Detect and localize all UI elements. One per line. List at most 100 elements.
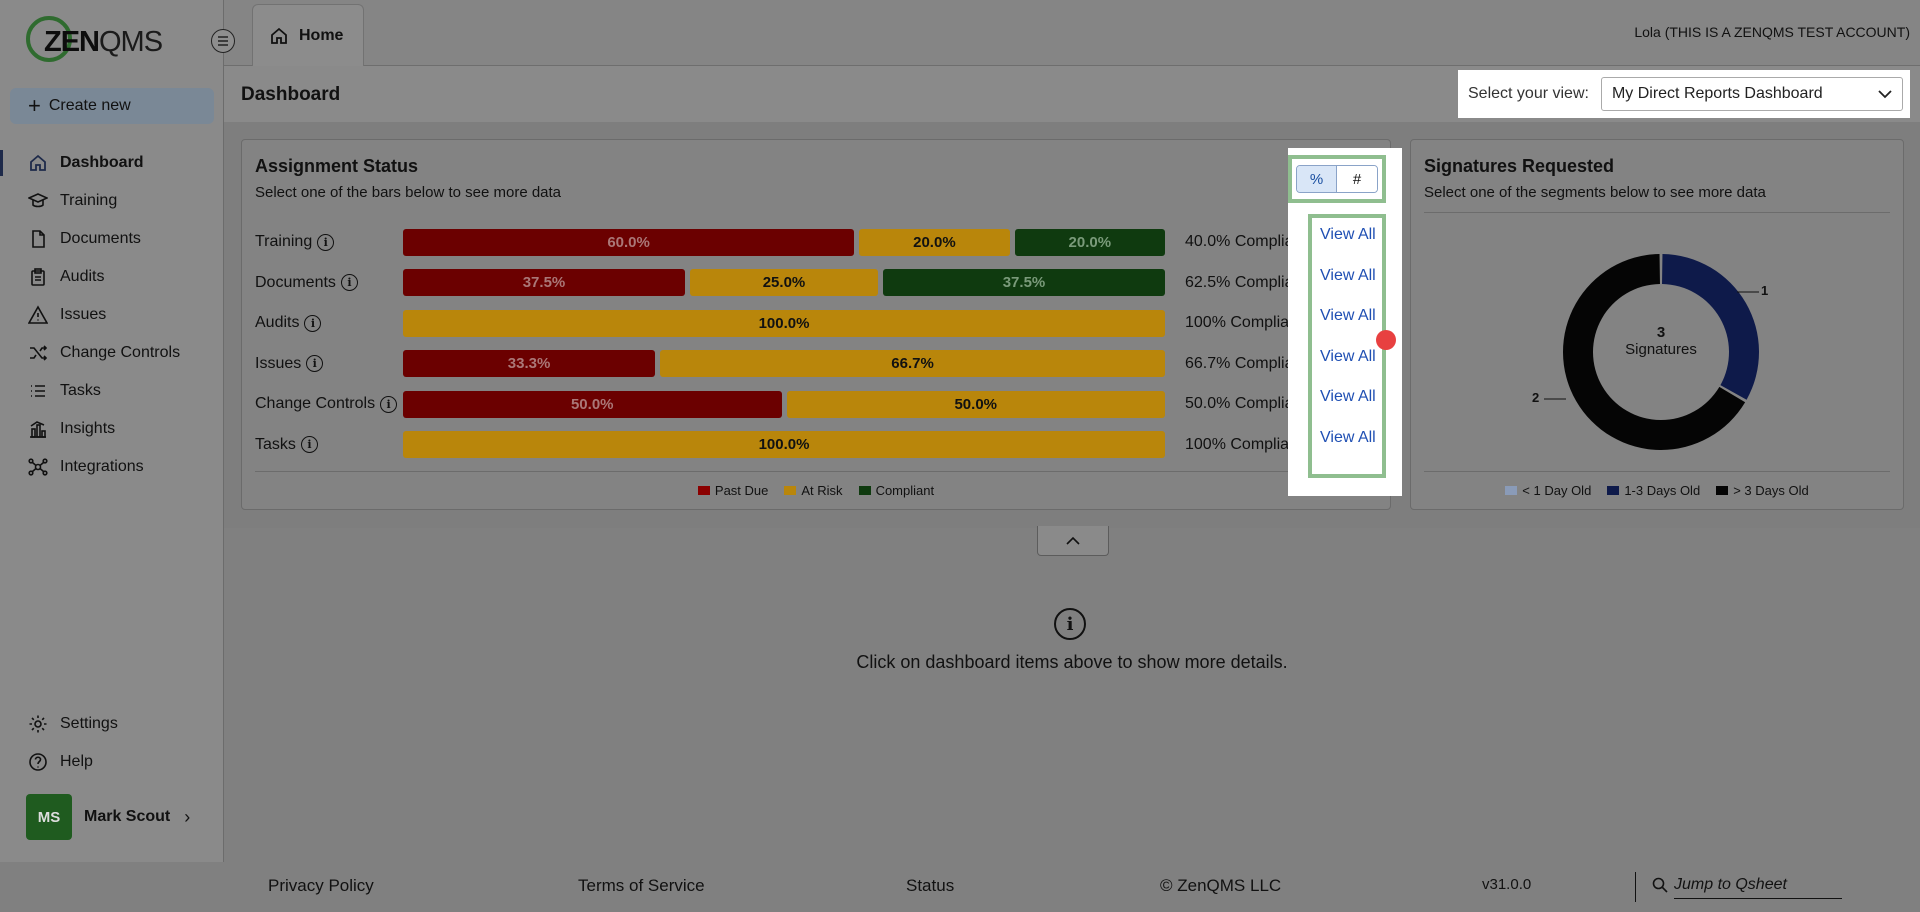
legend-label: At Risk: [801, 483, 843, 498]
donut-segment-3-days-old[interactable]: [1563, 254, 1746, 450]
legend-past-due: Past Due: [697, 483, 768, 498]
graduation-cap-icon: [28, 193, 48, 208]
tab-home[interactable]: Home: [252, 4, 364, 66]
status-link[interactable]: Status: [906, 876, 955, 895]
view-label: Select your view:: [1468, 85, 1589, 102]
info-icon: i: [1054, 608, 1086, 640]
row-label: Training i: [255, 233, 403, 251]
info-icon[interactable]: i: [304, 314, 322, 332]
donut-label-2: 2: [1532, 390, 1540, 405]
donut-center: 3 Signatures: [1551, 324, 1771, 358]
compliance-text: 66.7% Compliant: [1185, 354, 1307, 372]
bar-at-risk[interactable]: 100.0%: [403, 431, 1165, 459]
row-label: Audits i: [255, 314, 403, 332]
sidebar-item-label: Tasks: [60, 382, 101, 399]
assignment-row-tasks: Tasks i 100.0% 100% Compliant: [255, 425, 1375, 466]
legend-label: Compliant: [875, 483, 935, 498]
unit-toggle-highlight: % #: [1288, 155, 1386, 203]
info-icon[interactable]: i: [300, 436, 318, 454]
view-all-training-link[interactable]: View All: [1320, 226, 1376, 243]
privacy-policy-link[interactable]: Privacy Policy: [268, 876, 374, 895]
bar-past-due[interactable]: 37.5%: [403, 269, 685, 297]
network-icon: [28, 458, 48, 476]
bar-at-risk[interactable]: 20.0%: [859, 228, 1010, 256]
donut-total: 3: [1656, 324, 1666, 341]
compliance-text: 100% Compliant: [1185, 435, 1303, 453]
avatar: MS: [26, 794, 72, 840]
view-all-issues-link[interactable]: View All: [1320, 348, 1376, 365]
collapse-cards-button[interactable]: [1037, 526, 1109, 556]
sidebar-item-insights[interactable]: Insights: [0, 410, 224, 448]
terms-of-service-link[interactable]: Terms of Service: [578, 876, 705, 895]
sidebar-item-settings[interactable]: Settings: [0, 705, 224, 743]
view-select-value: My Direct Reports Dashboard: [1611, 85, 1823, 102]
info-icon[interactable]: i: [340, 274, 358, 292]
zenqms-logo[interactable]: ZENQMS: [26, 16, 163, 62]
bar-past-due[interactable]: 50.0%: [403, 390, 782, 418]
account-name[interactable]: Lola (THIS IS A ZENQMS TEST ACCOUNT): [1634, 24, 1910, 40]
compliance-text: 62.5% Compliant: [1185, 273, 1307, 291]
document-icon: [32, 230, 45, 248]
compliance-text: 40.0% Compliant: [1185, 233, 1307, 251]
legend-label: > 3 Days Old: [1733, 483, 1809, 498]
row-label: Tasks i: [255, 436, 403, 454]
bar-at-risk[interactable]: 100.0%: [403, 309, 1165, 337]
info-icon[interactable]: i: [380, 395, 398, 413]
collapse-sidebar-button[interactable]: [211, 29, 235, 53]
legend-at-risk: At Risk: [784, 483, 843, 498]
sidebar-item-label: Change Controls: [60, 344, 181, 361]
bar-group: 33.3% 66.7%: [403, 350, 1165, 378]
bar-group: 100.0%: [403, 309, 1165, 337]
donut-svg: [1563, 254, 1759, 450]
sidebar-item-dashboard[interactable]: Dashboard: [0, 144, 224, 182]
cursor-indicator: [1376, 330, 1396, 350]
bar-compliant[interactable]: 37.5%: [883, 269, 1165, 297]
bar-at-risk[interactable]: 50.0%: [786, 390, 1165, 418]
bar-compliant[interactable]: 20.0%: [1014, 228, 1166, 256]
card-subtitle: Select one of the bars below to see more…: [255, 184, 562, 201]
count-toggle-button[interactable]: #: [1337, 166, 1377, 192]
user-menu[interactable]: MS Mark Scout ›: [26, 794, 190, 840]
sidebar-item-label: Insights: [60, 420, 116, 437]
donut-segment-1-3-days-old[interactable]: [1662, 254, 1759, 400]
bar-at-risk[interactable]: 66.7%: [660, 350, 1165, 378]
footer: Privacy Policy Terms of Service Status ©…: [0, 862, 1920, 912]
bar-group: 60.0% 20.0% 20.0%: [403, 228, 1166, 256]
sidebar-item-audits[interactable]: Audits: [0, 258, 224, 296]
sidebar-item-tasks[interactable]: Tasks: [0, 372, 224, 410]
sidebar-item-help[interactable]: Help: [0, 743, 224, 781]
percent-toggle-button[interactable]: %: [1297, 166, 1337, 192]
row-label-text: Tasks: [255, 435, 296, 453]
bar-group: 100.0%: [403, 431, 1165, 459]
sidebar-item-integrations[interactable]: Integrations: [0, 448, 224, 486]
jump-to-qsheet[interactable]: Jump to Qsheet: [1652, 876, 1842, 899]
view-all-change-controls-link[interactable]: View All: [1320, 388, 1376, 405]
bar-past-due[interactable]: 60.0%: [403, 228, 855, 256]
menu-icon: [218, 36, 228, 46]
view-select-dropdown[interactable]: My Direct Reports Dashboard: [1600, 77, 1903, 111]
divider: [1424, 471, 1890, 472]
create-new-button[interactable]: + Create new: [10, 88, 214, 124]
sidebar-item-documents[interactable]: Documents: [0, 220, 224, 258]
logo-ring-icon: [26, 16, 72, 62]
view-all-tasks-link[interactable]: View All: [1320, 429, 1376, 446]
page-title: Dashboard: [241, 84, 341, 105]
view-all-audits-link[interactable]: View All: [1320, 307, 1376, 324]
footer-separator: [1635, 872, 1636, 902]
sidebar-item-training[interactable]: Training: [0, 182, 224, 220]
help-icon: [29, 753, 47, 771]
info-icon[interactable]: i: [317, 233, 335, 251]
sidebar-item-issues[interactable]: Issues: [0, 296, 224, 334]
assignment-row-documents: Documents i 37.5% 25.0% 37.5% 62.5% Compl…: [255, 263, 1375, 304]
bar-at-risk[interactable]: 25.0%: [690, 269, 878, 297]
chevron-right-icon: ›: [184, 806, 191, 827]
warning-icon: [28, 305, 48, 324]
legend-1-3-days: 1-3 Days Old: [1607, 483, 1700, 498]
bar-group: 50.0% 50.0%: [403, 390, 1165, 418]
view-all-documents-link[interactable]: View All: [1320, 267, 1376, 284]
info-icon[interactable]: i: [306, 355, 324, 373]
compliance-text: 100% Compliant: [1185, 314, 1303, 332]
sidebar-nav: Dashboard Training Documents Audits Issu…: [0, 144, 224, 486]
sidebar-item-change-controls[interactable]: Change Controls: [0, 334, 224, 372]
bar-past-due[interactable]: 33.3%: [403, 350, 656, 378]
